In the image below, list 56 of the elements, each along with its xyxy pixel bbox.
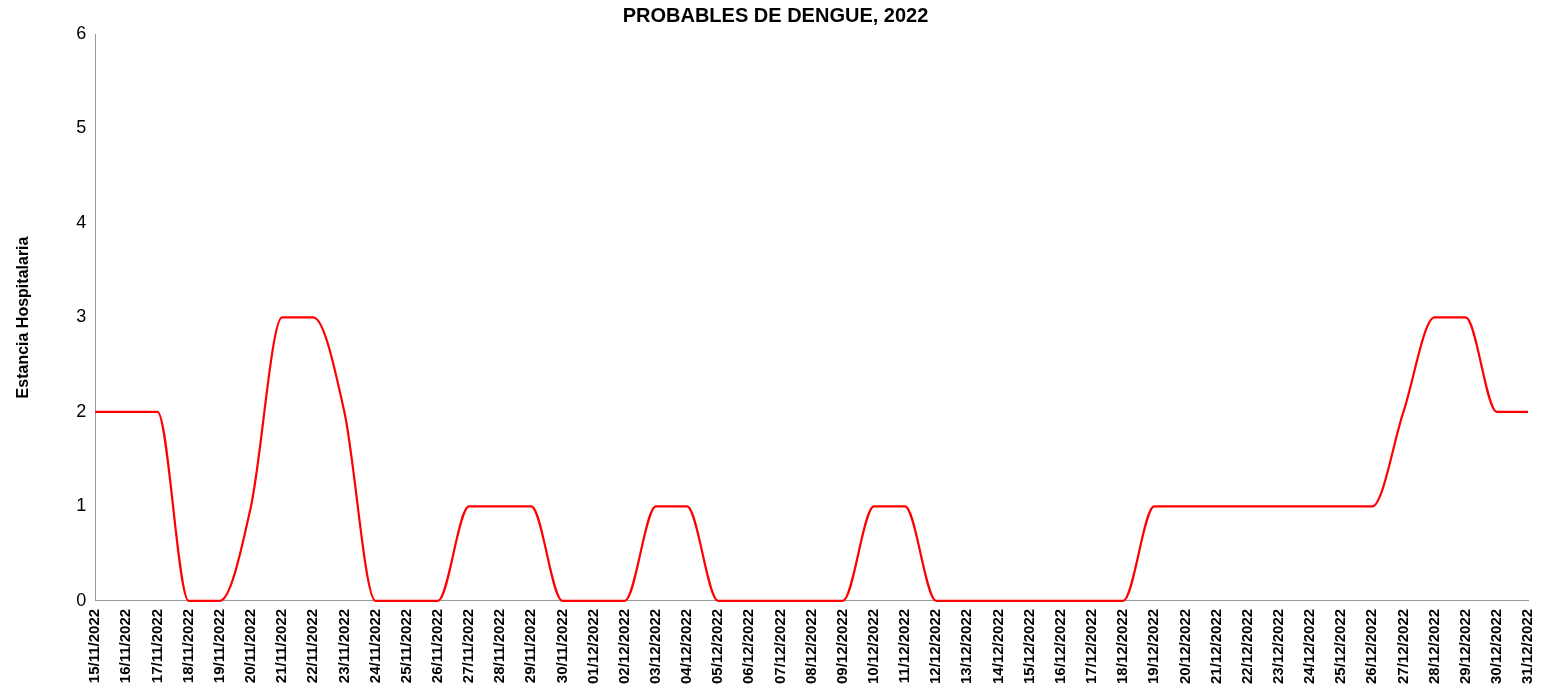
y-tick-label: 5	[76, 117, 87, 138]
x-tick-label: 26/12/2022	[1362, 608, 1380, 684]
chart-title: PROBABLES DE DENGUE, 2022	[622, 3, 929, 26]
x-tick-label: 20/11/2022	[241, 608, 259, 684]
y-tick-label: 2	[76, 400, 87, 421]
x-tick-label: 04/12/2022	[677, 608, 695, 684]
x-tick-label: 23/12/2022	[1268, 608, 1286, 684]
x-tick-label: 07/12/2022	[770, 608, 788, 684]
y-tick-label: 3	[76, 306, 87, 327]
x-tick-label: 11/12/2022	[895, 608, 913, 684]
x-tick-label: 06/12/2022	[739, 608, 757, 684]
x-tick-label: 31/12/2022	[1518, 608, 1536, 684]
x-tick-label: 17/12/2022	[1082, 608, 1100, 684]
x-tick-label: 28/12/2022	[1424, 608, 1442, 684]
x-tick-label: 29/11/2022	[521, 608, 539, 684]
x-tick-label: 19/11/2022	[209, 608, 227, 684]
x-tick-label: 03/12/2022	[646, 608, 664, 684]
x-tick-label: 21/12/2022	[1206, 608, 1224, 684]
x-tick-label: 10/12/2022	[864, 608, 882, 684]
x-tick-label: 15/11/2022	[85, 608, 103, 684]
x-tick-label: 27/12/2022	[1393, 608, 1411, 684]
x-tick-label: 27/11/2022	[459, 608, 477, 684]
x-tick-label: 22/11/2022	[303, 608, 321, 684]
x-tick-label: 30/12/2022	[1486, 608, 1504, 684]
x-tick-label: 18/11/2022	[178, 608, 196, 684]
x-tick-label: 26/11/2022	[427, 608, 445, 684]
x-tick-label: 19/12/2022	[1144, 608, 1162, 684]
x-tick-label: 12/12/2022	[926, 608, 944, 684]
x-tick-label: 17/11/2022	[147, 608, 165, 684]
y-tick-label: 4	[76, 211, 87, 232]
x-tick-label: 13/12/2022	[957, 608, 975, 684]
x-tick-label: 24/11/2022	[365, 608, 383, 684]
x-tick-label: 16/12/2022	[1050, 608, 1068, 684]
x-tick-label: 08/12/2022	[801, 608, 819, 684]
x-tick-label: 24/12/2022	[1300, 608, 1318, 684]
y-tick-label: 6	[76, 22, 87, 43]
x-tick-label: 16/11/2022	[116, 608, 134, 684]
x-tick-label: 30/11/2022	[552, 608, 570, 684]
x-tick-label: 25/12/2022	[1331, 608, 1349, 684]
x-tick-label: 09/12/2022	[832, 608, 850, 684]
x-tick-label: 14/12/2022	[988, 608, 1006, 684]
x-tick-label: 01/12/2022	[583, 608, 601, 684]
x-tick-label: 29/12/2022	[1455, 608, 1473, 684]
x-tick-label: 18/12/2022	[1113, 608, 1131, 684]
y-axis-title: Estancia Hospitalaria	[14, 236, 32, 399]
x-tick-label: 21/11/2022	[272, 608, 290, 684]
x-tick-label: 05/12/2022	[708, 608, 726, 684]
x-tick-label: 02/12/2022	[614, 608, 632, 684]
x-tick-label: 28/11/2022	[490, 608, 508, 684]
x-tick-label: 22/12/2022	[1237, 608, 1255, 684]
x-tick-label: 23/11/2022	[334, 608, 352, 684]
y-tick-label: 0	[76, 589, 87, 610]
y-tick-label: 1	[76, 495, 87, 516]
x-tick-label: 25/11/2022	[396, 608, 414, 684]
x-tick-label: 15/12/2022	[1019, 608, 1037, 684]
x-tick-label: 20/12/2022	[1175, 608, 1193, 684]
